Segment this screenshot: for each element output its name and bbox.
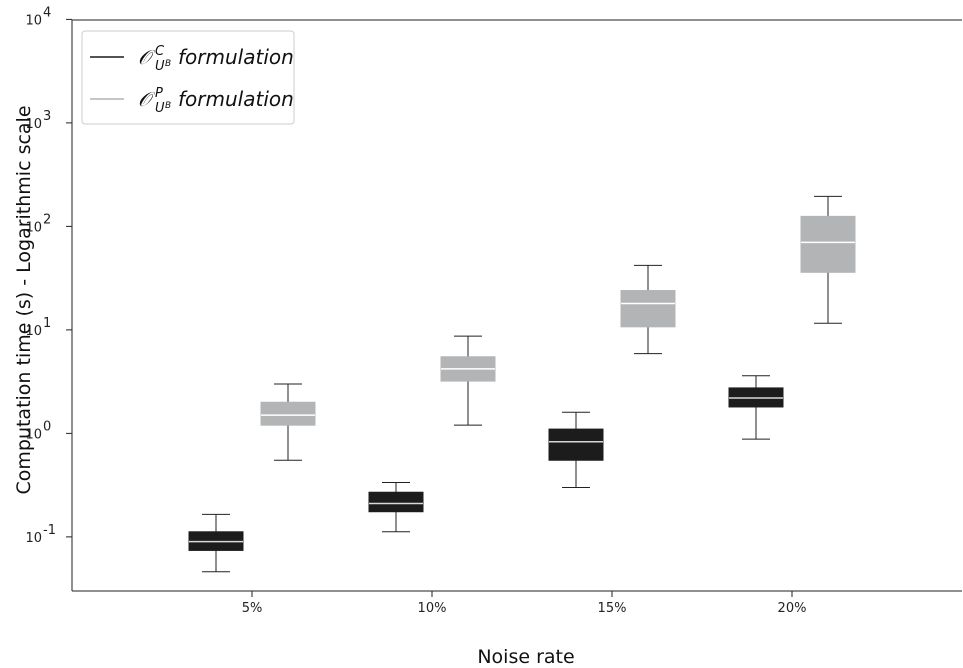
box-iqr: [368, 491, 424, 513]
boxes-layer: [188, 195, 856, 573]
y-tick-exponent: 4: [43, 5, 51, 20]
legend-sub-superscript: B: [165, 101, 171, 111]
y-tick-exponent: 3: [43, 109, 51, 124]
legend-frame: [81, 30, 295, 125]
y-tick-exponent: -1: [43, 523, 56, 538]
x-tick-label: 15%: [598, 601, 627, 616]
legend-superscript: P: [155, 86, 163, 101]
legend-subscript: U: [155, 59, 165, 74]
y-tick-label: 10: [25, 427, 42, 442]
y-tick-label: 10: [25, 531, 42, 546]
legend-superscript: C: [155, 44, 165, 59]
y-tick-exponent: 2: [43, 212, 51, 227]
x-tick-label: 10%: [418, 601, 447, 616]
y-tick-exponent: 0: [43, 419, 51, 434]
legend-subscript: U: [155, 101, 165, 116]
y-tick-label: 10: [25, 220, 42, 235]
y-axis-label: Computation time (s) - Logarithmic scale: [13, 105, 35, 494]
y-tick-exponent: 1: [43, 316, 51, 331]
box-iqr: [548, 428, 604, 461]
legend-label: formulation: [178, 87, 294, 111]
y-tick-label: 10: [25, 117, 42, 132]
y-tick-label: 10: [25, 324, 42, 339]
y-tick-label: 10: [25, 13, 42, 28]
legend-sub-superscript: B: [165, 59, 171, 69]
legend-label: formulation: [178, 45, 294, 69]
box-iqr: [620, 290, 676, 328]
x-tick-label: 20%: [778, 601, 807, 616]
box-iqr: [800, 215, 856, 273]
x-tick-label: 5%: [242, 601, 263, 616]
box-iqr: [260, 401, 316, 426]
x-axis-label: Noise rate: [477, 646, 574, 668]
